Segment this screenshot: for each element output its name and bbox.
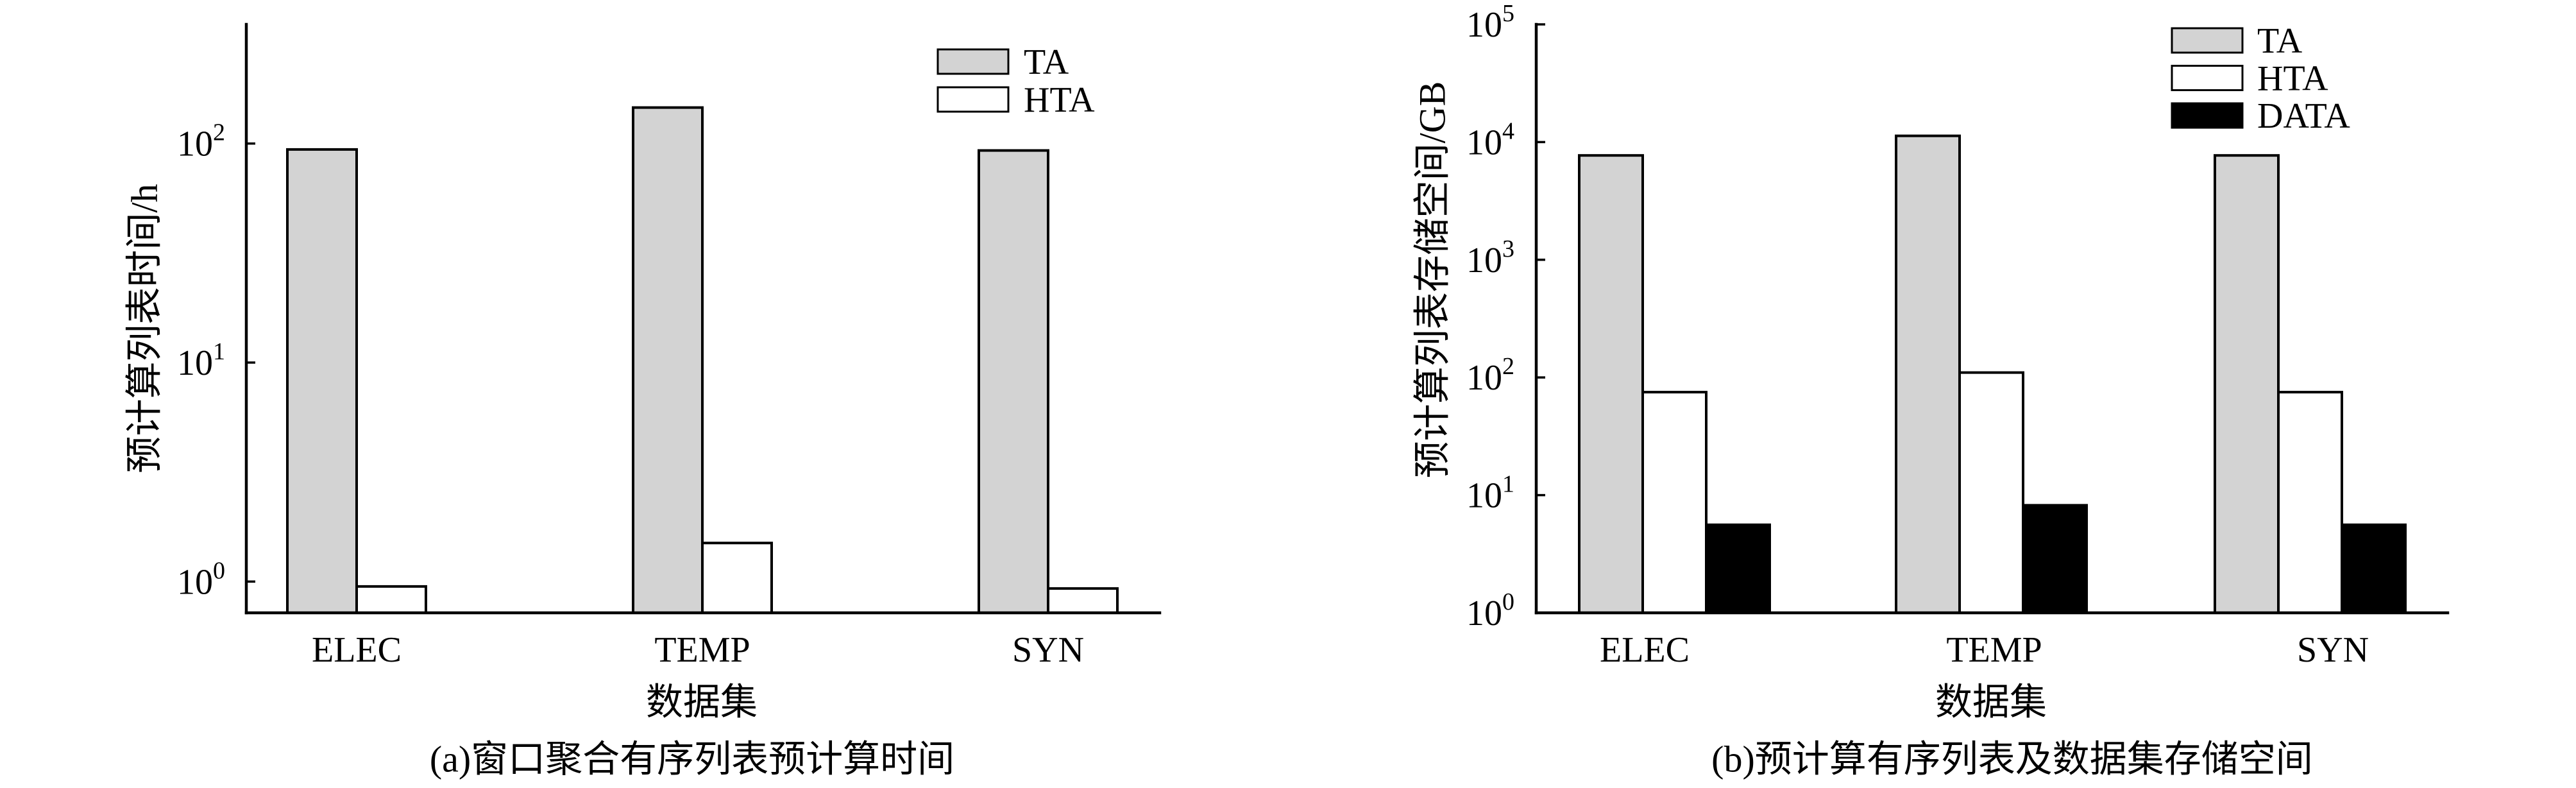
xtick-label-syn: SYN xyxy=(2297,630,2369,670)
ytick-base: 10 xyxy=(177,562,213,602)
legend-swatch-data xyxy=(2171,102,2244,129)
bar-hta-temp xyxy=(1958,371,2024,614)
ytick-label-10: 101 xyxy=(1466,471,1514,516)
ytick-label-10000: 104 xyxy=(1466,117,1514,162)
bars xyxy=(1578,134,2407,615)
ytick-exponent: 1 xyxy=(1502,471,1514,498)
ytick-label-10: 101 xyxy=(177,338,225,383)
bar-hta-syn xyxy=(1047,587,1119,614)
ytick-base: 10 xyxy=(1466,241,1502,280)
ytick-exponent: 0 xyxy=(213,557,225,584)
bar-hta-syn xyxy=(2277,391,2343,614)
bar-hta-elec xyxy=(355,585,427,615)
legend-label-ta: TA xyxy=(1024,42,1069,82)
ytick-base: 10 xyxy=(1466,123,1502,162)
legend-swatch-ta xyxy=(936,48,1010,75)
bar-data-syn xyxy=(2341,523,2407,614)
ytick-base: 10 xyxy=(177,124,213,164)
legend-swatch-ta xyxy=(2171,27,2244,54)
x-axis-label: 数据集 xyxy=(1935,681,2047,723)
bar-data-temp xyxy=(2022,504,2088,615)
chart-a-precompute-time: 预计算列表时间/h 数据集 (a)窗口聚合有序列表预计算时间 100101102… xyxy=(124,22,1162,780)
bar-ta-syn xyxy=(978,149,1049,614)
chart-b-storage-space: 预计算列表存储空间/GB 数据集 (b)预计算有序列表及数据集存储空间 1001… xyxy=(1412,0,2450,780)
ytick-base: 10 xyxy=(1466,594,1502,633)
bar-ta-temp xyxy=(1895,134,1961,614)
chart-caption: (a)窗口聚合有序列表预计算时间 xyxy=(430,739,954,780)
ytick-label-1: 100 xyxy=(177,557,225,602)
xtick-label-elec: ELEC xyxy=(1600,630,1690,670)
legend-label-data: DATA xyxy=(2257,96,2350,136)
ytick-label-1000: 103 xyxy=(1466,236,1514,280)
legend-label-ta: TA xyxy=(2257,21,2303,61)
ytick-exponent: 5 xyxy=(1502,0,1514,27)
bar-hta-elec xyxy=(1641,391,1707,614)
legend-swatch-hta xyxy=(936,86,1010,113)
xtick-label-temp: TEMP xyxy=(1946,630,2042,670)
xtick-label-temp: TEMP xyxy=(654,630,750,670)
y-axis-label: 预计算列表存储空间/GB xyxy=(1412,81,1453,479)
bar-ta-syn xyxy=(2214,154,2280,614)
ytick-label-100000: 105 xyxy=(1466,0,1514,45)
x-axis-label: 数据集 xyxy=(646,681,758,723)
bar-ta-elec xyxy=(1578,154,1644,614)
ytick-label-100: 102 xyxy=(177,119,225,164)
ytick-label-100: 102 xyxy=(1466,353,1514,398)
legend-swatch-hta xyxy=(2171,65,2244,91)
ytick-exponent: 2 xyxy=(213,119,225,146)
chart-caption: (b)预计算有序列表及数据集存储空间 xyxy=(1711,739,2313,780)
ytick-label-1: 100 xyxy=(1466,588,1514,633)
ytick-exponent: 4 xyxy=(1502,117,1514,144)
xtick-label-elec: ELEC xyxy=(312,630,402,670)
ytick-base: 10 xyxy=(1466,358,1502,398)
bar-data-elec xyxy=(1705,523,1771,614)
ytick-base: 10 xyxy=(1466,476,1502,516)
bar-ta-temp xyxy=(632,106,704,615)
ytick-base: 10 xyxy=(1466,5,1502,45)
legend-label-hta: HTA xyxy=(1024,80,1095,120)
bar-hta-temp xyxy=(701,542,773,615)
ytick-base: 10 xyxy=(177,343,213,383)
ytick-exponent: 1 xyxy=(213,338,225,365)
xtick-label-syn: SYN xyxy=(1012,630,1084,670)
bars xyxy=(286,106,1119,615)
ytick-exponent: 2 xyxy=(1502,353,1514,380)
legend-label-hta: HTA xyxy=(2257,59,2328,99)
ytick-exponent: 3 xyxy=(1502,236,1514,262)
y-axis-label: 预计算列表时间/h xyxy=(124,184,165,473)
bar-ta-elec xyxy=(286,148,358,614)
ytick-exponent: 0 xyxy=(1502,588,1514,615)
